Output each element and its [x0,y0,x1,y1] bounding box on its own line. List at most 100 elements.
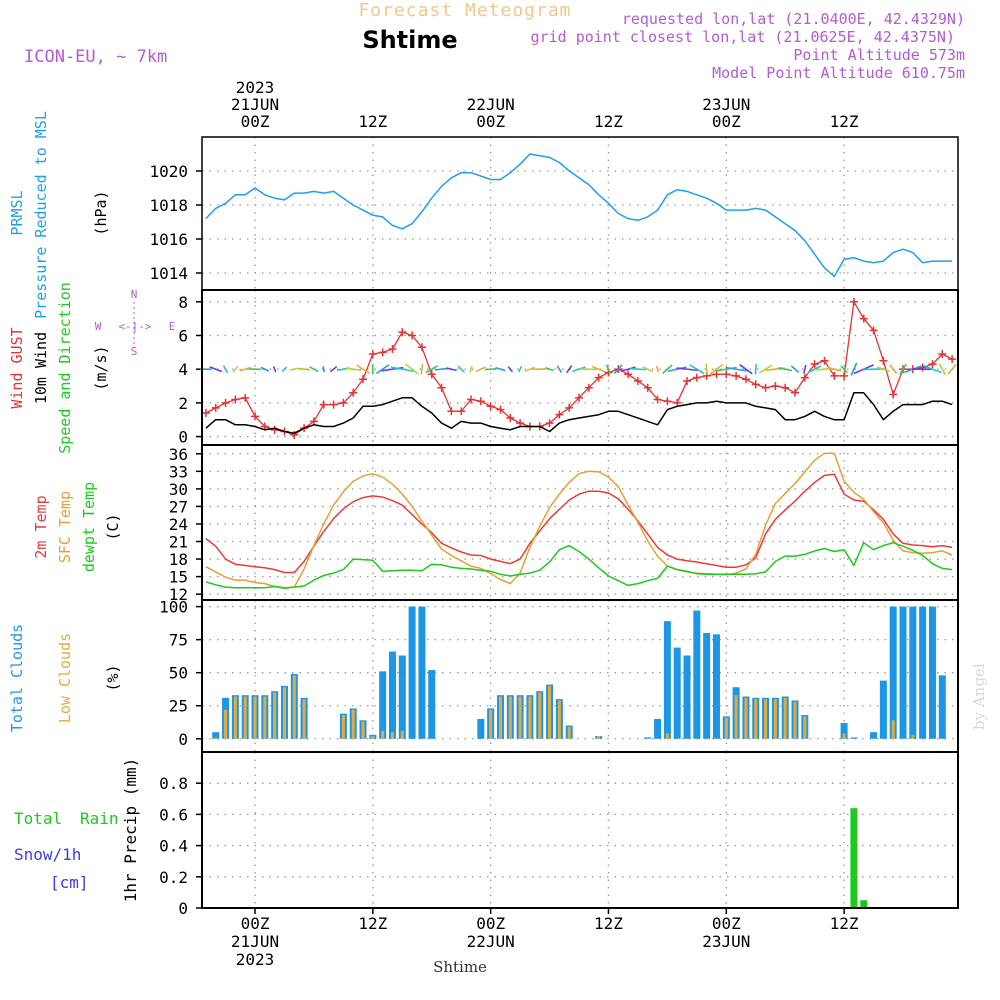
wind-direction-arrow [445,367,457,372]
y-tick-label: 8 [178,293,188,312]
wind-direction-arrow [298,367,310,371]
gust-marker [791,388,800,397]
total-cloud-bar [428,670,436,739]
gust-marker [231,395,240,404]
low-cloud-bar [773,699,777,739]
total-cloud-bar [654,718,662,739]
sfctemp-label: SFC Temp [56,491,74,563]
wind-direction-arrow [420,363,424,375]
gust-marker [781,383,790,392]
total-cloud-bar [212,732,220,739]
low-cloud-bar [764,699,768,739]
low-cloud-bar [734,695,738,739]
low-cloud-bar [548,685,552,739]
low-cloud-bar [263,696,267,739]
model-label: ICON-EU, ~ 7km [24,47,167,67]
total-cloud-bar [938,675,946,739]
y-tick-label: 1014 [149,264,188,283]
gust-marker [496,405,505,414]
precip-unit: 1hr Precip (mm) [121,758,140,903]
bottom-time-label: 12Z [358,914,387,933]
total-clouds-label: Total Clouds [8,624,26,732]
precip-snow-label: Snow/1h [14,845,81,864]
y-tick-label: 0 [178,428,188,447]
wind-direction-arrow [425,365,438,374]
y-tick-label: 27 [169,497,188,516]
wind-direction-arrow [827,366,842,372]
low-cloud-bar [557,700,561,739]
low-cloud-bar [341,714,345,739]
wind-direction-arrow [457,365,466,373]
total-cloud-bar [928,606,936,739]
y-tick-label: 75 [169,631,188,650]
precip-total-label: Total [14,809,62,828]
bottom-time-label: 00Z [476,914,505,933]
wind-direction-arrow [689,364,705,375]
footer-location: Shtime [433,958,487,976]
wind-direction-arrow [329,365,338,373]
gust-marker [751,380,760,389]
y-tick-label: 1018 [149,196,188,215]
wind-direction-arrow [345,367,361,371]
wind-dir-label: Speed and Direction [56,282,74,454]
product-title: Forecast Meteogram [358,0,571,21]
wind-direction-arrow [390,366,414,373]
low-cloud-bar [282,687,286,739]
wind-direction-arrow [495,366,506,372]
y-tick-label: 50 [169,664,188,683]
y-tick-label: 100 [159,598,188,617]
gust-marker [388,344,397,353]
low-cloud-bar [243,696,247,739]
prmsl-label: PRMSL [8,190,26,235]
total-cloud-bar [899,606,907,739]
wind-direction-arrow [778,366,793,372]
gust-marker [918,363,927,372]
wind-direction-arrow [309,366,319,373]
gust-marker [820,356,829,365]
gust-marker [398,328,407,337]
prmsl-desc-label: Pressure Reduced to MSL [32,111,50,319]
wind-direction-arrow [605,364,612,375]
gust-marker [417,343,426,352]
y-tick-label: 18 [169,550,188,569]
wind-label: 10m Wind [32,332,50,404]
wind-direction-arrow [620,366,636,373]
dewpt-line [205,541,953,590]
wind-direction-arrow [662,364,673,374]
gust-marker [633,376,642,385]
compass-n: N [131,288,138,301]
gust-marker [565,403,574,412]
low-clouds-label: Low Clouds [56,633,74,723]
low-cloud-bar [597,736,601,739]
gust-marker [506,414,515,423]
wind-direction-arrow [947,363,957,375]
total-cloud-bar [879,680,887,739]
gust-marker [584,383,593,392]
gust-marker [761,383,770,392]
y-tick-label: 25 [169,697,188,716]
wind-direction-arrow [260,366,270,372]
gust-marker [329,400,338,409]
low-cloud-bar [665,733,669,739]
rain-bar [850,808,858,908]
gust-marker [201,408,210,417]
low-cloud-bar [253,696,257,739]
low-cloud-bar [351,709,355,739]
low-cloud-bar [911,734,915,739]
gust-marker [594,373,603,382]
gust-marker [221,398,230,407]
temp-unit: (C) [104,513,122,540]
low-cloud-bar [518,696,522,739]
y-tick-label: 1020 [149,162,188,181]
point-altitude: Point Altitude 573m [793,46,965,64]
wind-direction-arrow [803,364,807,374]
wind-direction-arrow [667,366,687,373]
wind-direction-arrow [876,366,890,372]
y-tick-label: 33 [169,462,188,481]
low-cloud-bar [744,697,748,739]
low-cloud-bar [528,696,532,739]
top-time-label: 00Z [476,112,505,131]
wind-direction-arrow [232,365,239,373]
y-tick-label: 36 [169,445,188,464]
